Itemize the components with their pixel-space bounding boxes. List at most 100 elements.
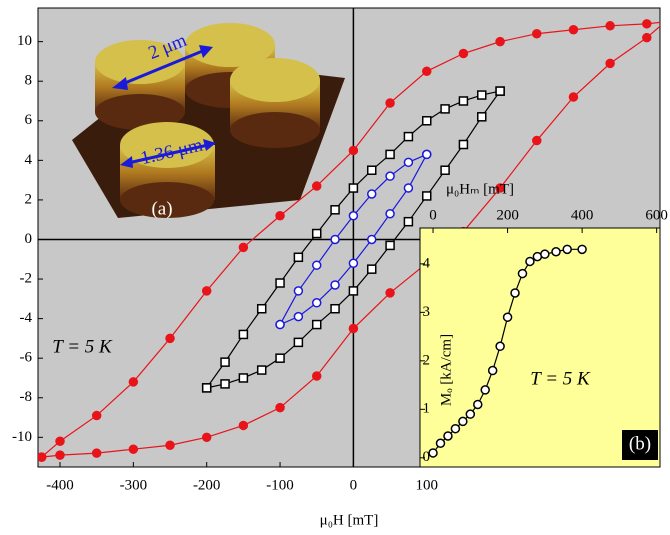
marker xyxy=(239,330,247,338)
x-tick-label: 600 xyxy=(645,207,668,223)
marker xyxy=(129,445,137,453)
marker xyxy=(518,270,526,278)
y-tick-label: 2 xyxy=(25,191,33,207)
marker xyxy=(276,404,284,412)
marker xyxy=(429,449,437,457)
y-tick-label: -8 xyxy=(20,389,33,405)
marker xyxy=(386,289,394,297)
marker xyxy=(441,166,449,174)
marker xyxy=(93,412,101,420)
marker xyxy=(386,241,394,249)
marker xyxy=(552,248,560,256)
marker xyxy=(478,91,486,99)
marker xyxy=(661,18,669,26)
y-tick-label: 10 xyxy=(17,33,32,49)
marker xyxy=(423,150,431,158)
marker xyxy=(258,366,266,374)
marker xyxy=(569,26,577,34)
marker xyxy=(386,99,394,107)
marker xyxy=(578,245,586,253)
marker xyxy=(423,67,431,75)
marker xyxy=(368,235,376,243)
marker xyxy=(606,22,614,30)
marker xyxy=(466,410,474,418)
marker xyxy=(368,265,376,273)
y-tick-label: 1 xyxy=(423,401,431,417)
marker xyxy=(423,117,431,125)
marker xyxy=(294,338,302,346)
y-tick-label: 2 xyxy=(423,352,431,368)
marker xyxy=(331,305,339,313)
y-tick-label: 4 xyxy=(25,152,33,168)
marker xyxy=(451,425,459,433)
marker xyxy=(294,287,302,295)
marker xyxy=(349,212,357,220)
x-axis-label: μ₀Hₘ [mT] xyxy=(446,181,514,197)
marker xyxy=(489,367,497,375)
marker xyxy=(533,137,541,145)
marker xyxy=(129,378,137,386)
annotation: T = 5 K xyxy=(52,336,113,357)
y-tick-label: -4 xyxy=(20,310,33,326)
y-tick-label: 3 xyxy=(423,304,431,320)
x-axis-label: μ₀H [mT] xyxy=(320,512,379,528)
marker xyxy=(541,250,549,258)
figure: -400-300-200-1000100-10-8-6-4-20246810μ₀… xyxy=(0,0,670,535)
marker xyxy=(474,400,482,408)
marker xyxy=(526,257,534,265)
marker xyxy=(349,287,357,295)
annotation: (a) xyxy=(151,198,172,219)
x-tick-label: -300 xyxy=(120,477,148,493)
marker xyxy=(436,439,444,447)
marker xyxy=(221,380,229,388)
marker xyxy=(313,372,321,380)
marker xyxy=(404,158,412,166)
marker xyxy=(56,437,64,445)
marker xyxy=(643,34,651,42)
marker xyxy=(276,354,284,362)
marker xyxy=(569,93,577,101)
x-tick-label: -200 xyxy=(193,477,221,493)
marker xyxy=(221,358,229,366)
annotation: (b) xyxy=(629,433,651,454)
marker xyxy=(313,230,321,238)
annotation: T = 5 K xyxy=(530,368,591,389)
y-tick-label: -10 xyxy=(12,429,32,445)
marker xyxy=(404,184,412,192)
marker xyxy=(386,150,394,158)
marker xyxy=(331,281,339,289)
y-tick-label: -6 xyxy=(20,350,33,366)
marker xyxy=(276,279,284,287)
marker xyxy=(331,235,339,243)
marker xyxy=(386,172,394,180)
marker xyxy=(496,342,504,350)
marker xyxy=(459,50,467,58)
x-tick-label: -100 xyxy=(266,477,294,493)
marker xyxy=(258,305,266,313)
marker xyxy=(643,20,651,28)
marker xyxy=(294,253,302,261)
y-tick-label: 0 xyxy=(25,231,33,247)
marker xyxy=(459,141,467,149)
marker xyxy=(239,421,247,429)
marker xyxy=(563,245,571,253)
marker xyxy=(496,38,504,46)
marker xyxy=(313,299,321,307)
marker xyxy=(349,325,357,333)
marker xyxy=(203,384,211,392)
marker xyxy=(404,133,412,141)
marker xyxy=(606,59,614,67)
marker xyxy=(441,105,449,113)
y-tick-label: 4 xyxy=(423,255,431,271)
marker xyxy=(511,289,519,297)
marker xyxy=(239,243,247,251)
marker xyxy=(504,313,512,321)
marker xyxy=(423,192,431,200)
marker xyxy=(294,313,302,321)
marker xyxy=(404,218,412,226)
marker xyxy=(313,182,321,190)
marker xyxy=(459,97,467,105)
marker xyxy=(349,259,357,267)
marker xyxy=(166,441,174,449)
marker xyxy=(56,451,64,459)
